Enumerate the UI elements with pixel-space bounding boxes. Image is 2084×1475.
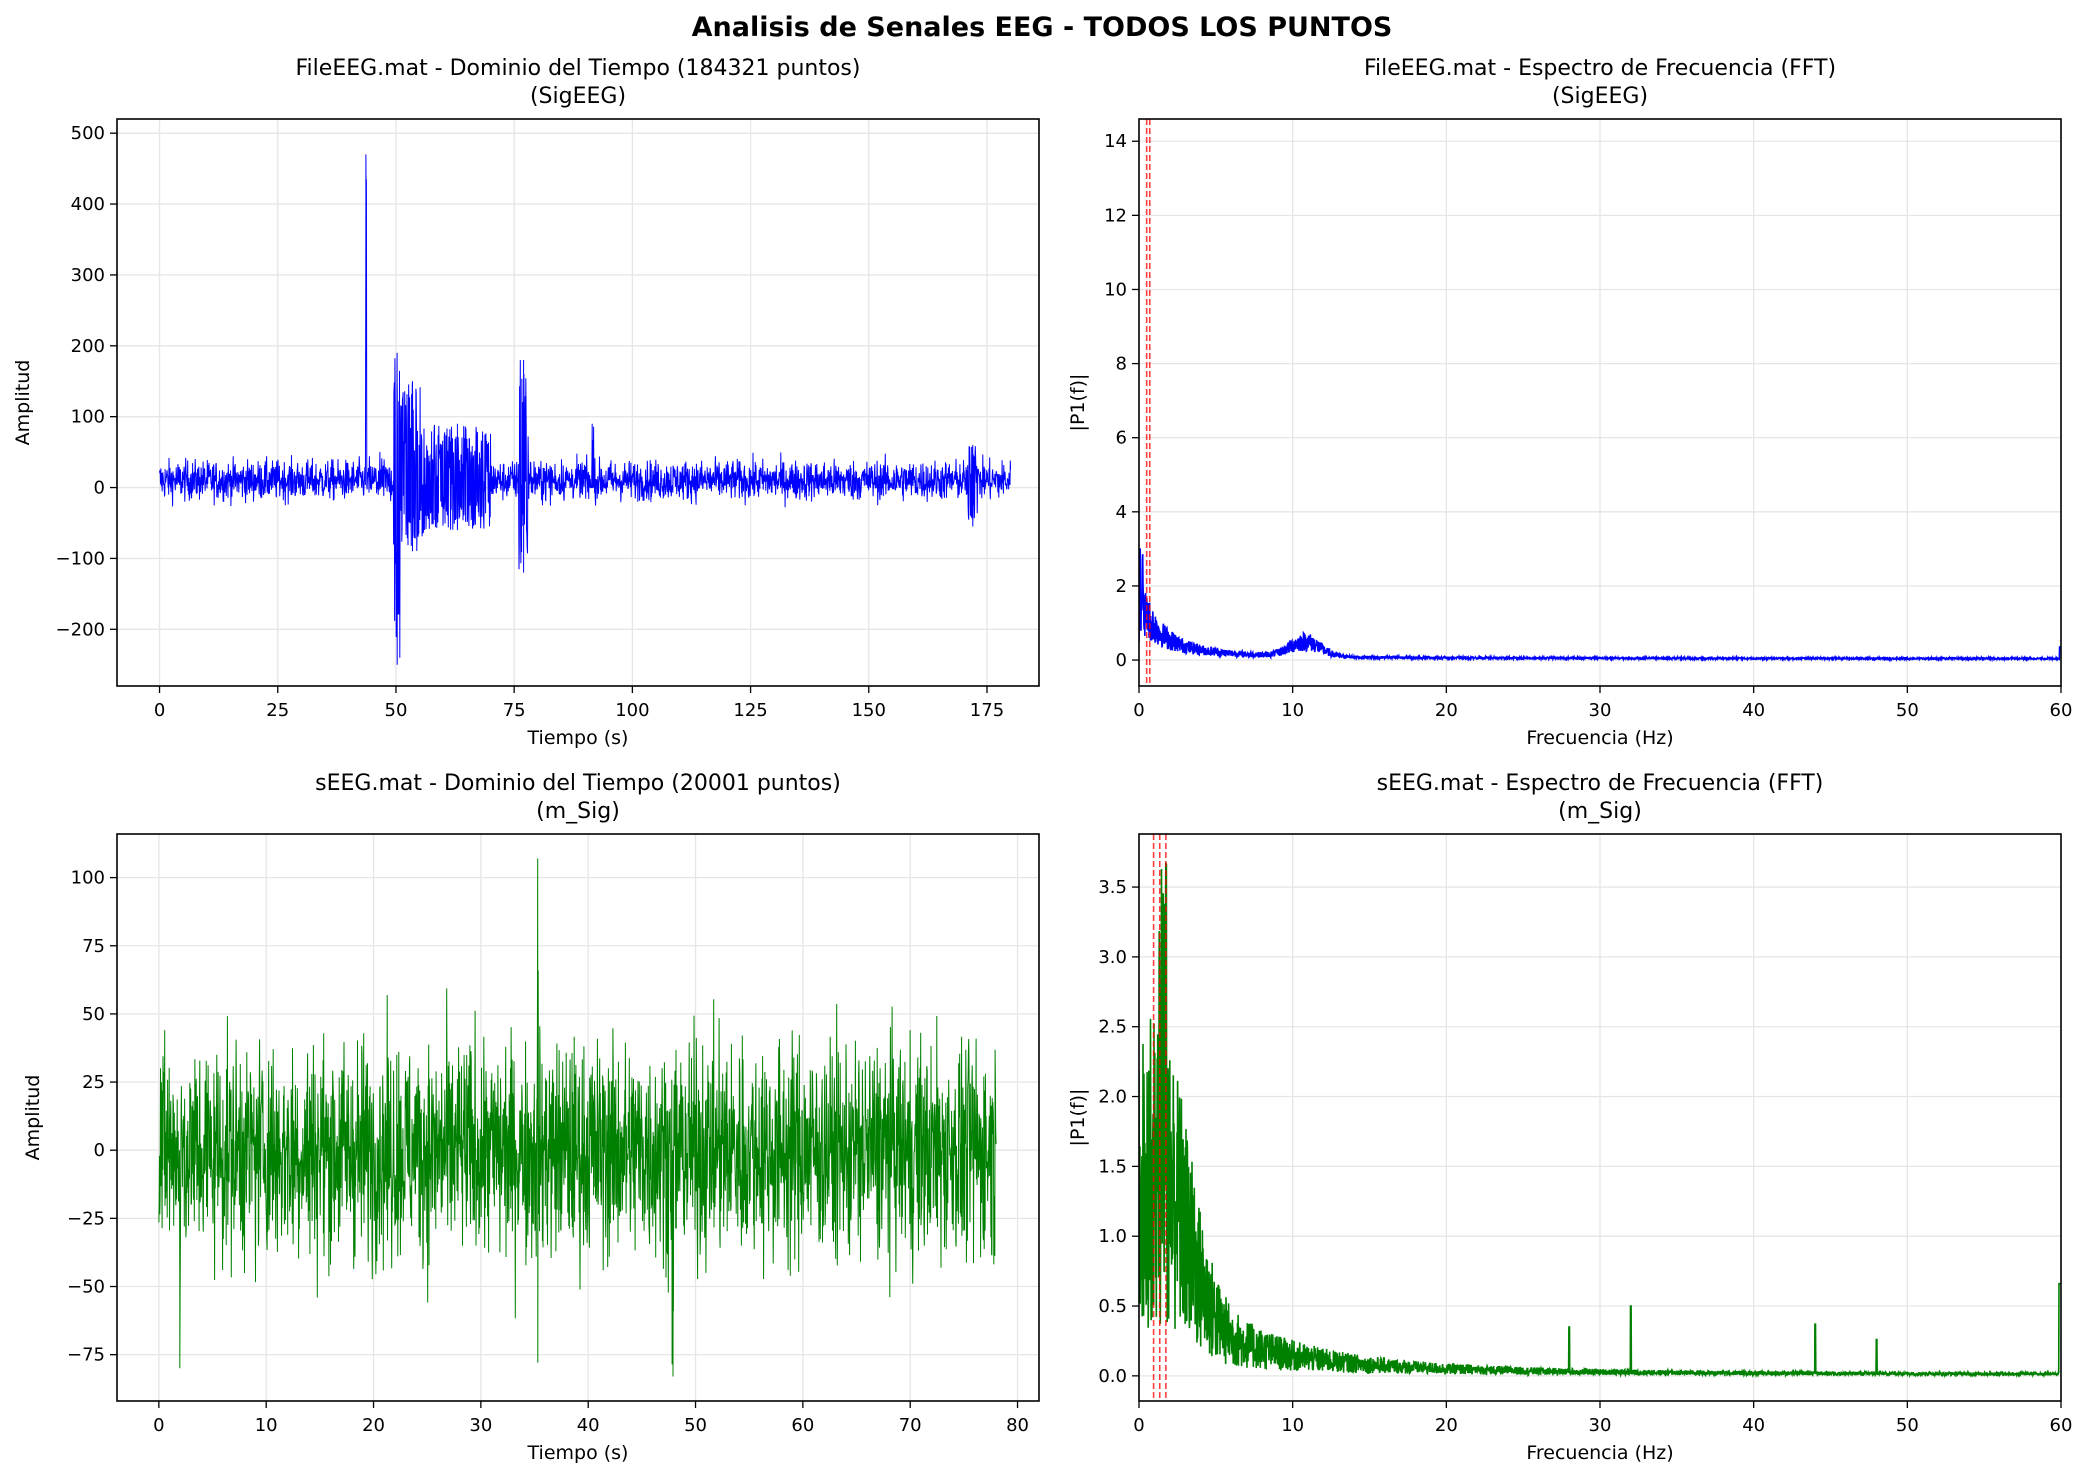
x-tick-label: 30 bbox=[1589, 1415, 1612, 1436]
series-line bbox=[1139, 862, 2061, 1379]
chart-title: sEEG.mat - Espectro de Frecuencia (FFT) bbox=[1377, 771, 1824, 796]
y-tick-label: 12 bbox=[1104, 205, 1127, 226]
y-tick-label: 400 bbox=[71, 194, 105, 215]
x-tick-label: 100 bbox=[615, 700, 649, 721]
y-tick-label: 2 bbox=[1116, 576, 1127, 597]
chart-subtitle: (m_Sig) bbox=[536, 799, 620, 824]
y-tick-label: 14 bbox=[1104, 131, 1127, 152]
chart-panel-p1: 0 25 50 75 100 125 150 175 −200 −100 0 100 200 300 400… bbox=[12, 56, 1040, 749]
y-tick-label: 25 bbox=[82, 1072, 105, 1093]
x-axis-label: Frecuencia (Hz) bbox=[1526, 727, 1673, 749]
y-tick-label: 50 bbox=[82, 1004, 105, 1025]
x-tick-label: 0 bbox=[1133, 700, 1144, 721]
x-tick-label: 10 bbox=[1281, 1415, 1304, 1436]
x-tick-label: 30 bbox=[1589, 700, 1612, 721]
grid bbox=[117, 119, 1039, 686]
x-tick-label: 40 bbox=[1742, 1415, 1765, 1436]
x-tick-label: 60 bbox=[2050, 1415, 2073, 1436]
x-tick-label: 75 bbox=[503, 700, 526, 721]
chart-title: FileEEG.mat - Espectro de Frecuencia (FF… bbox=[1364, 56, 1836, 81]
y-tick-label: 6 bbox=[1116, 428, 1127, 449]
x-tick-label: 50 bbox=[1896, 700, 1919, 721]
y-tick-label: 0 bbox=[94, 478, 105, 499]
series-line-group bbox=[1139, 834, 2061, 1401]
x-axis-label: Frecuencia (Hz) bbox=[1526, 1442, 1673, 1464]
y-tick-label: 0 bbox=[1116, 650, 1127, 671]
x-tick-label: 25 bbox=[266, 700, 289, 721]
series-line bbox=[159, 154, 1012, 665]
x-tick-label: 0 bbox=[1133, 1415, 1144, 1436]
y-tick-label: 2.5 bbox=[1098, 1017, 1127, 1038]
chart-title: FileEEG.mat - Dominio del Tiempo (184321… bbox=[296, 56, 861, 81]
x-tick-label: 20 bbox=[1435, 1415, 1458, 1436]
y-tick-label: 1.5 bbox=[1098, 1156, 1127, 1177]
y-tick-label: 0.0 bbox=[1098, 1366, 1127, 1387]
x-tick-label: 60 bbox=[2050, 700, 2073, 721]
x-tick-label: 80 bbox=[1006, 1415, 1029, 1436]
y-axis-label: |P1(f)| bbox=[1067, 1089, 1089, 1147]
x-tick-label: 0 bbox=[154, 700, 165, 721]
y-tick-label: −200 bbox=[56, 619, 105, 640]
y-tick-label: 500 bbox=[71, 123, 105, 144]
y-tick-label: 100 bbox=[71, 407, 105, 428]
y-tick-label: 0.5 bbox=[1098, 1296, 1127, 1317]
x-tick-label: 125 bbox=[733, 700, 767, 721]
y-axis-label: Amplitud bbox=[12, 360, 34, 446]
y-tick-label: 100 bbox=[71, 868, 105, 889]
y-tick-label: 1.0 bbox=[1098, 1226, 1127, 1247]
x-tick-label: 0 bbox=[153, 1415, 164, 1436]
x-tick-label: 40 bbox=[577, 1415, 600, 1436]
y-axis-label: Amplitud bbox=[22, 1075, 44, 1161]
y-tick-label: 8 bbox=[1116, 354, 1127, 375]
chart-panel-p4: 0 10 20 30 40 50 60 0.0 0.5 1.0 1.5 2.0 2.5 3.0 3.5 sEE… bbox=[1067, 771, 2072, 1464]
chart-panel-p3: 0 10 20 30 40 50 60 70 80 −75 −50 −25 0 25 50 75 100 sEEG… bbox=[22, 771, 1040, 1464]
series-line bbox=[158, 858, 997, 1377]
chart-subtitle: (SigEEG) bbox=[530, 84, 626, 109]
y-tick-label: 3.0 bbox=[1098, 947, 1127, 968]
y-tick-label: −75 bbox=[67, 1345, 105, 1366]
y-tick-label: 4 bbox=[1116, 502, 1127, 523]
grid bbox=[1138, 834, 2062, 1401]
figure-suptitle: Analisis de Senales EEG - TODOS LOS PUNT… bbox=[692, 12, 1393, 43]
series-line-group bbox=[1139, 119, 2061, 686]
series-line bbox=[1139, 548, 2061, 663]
chart-panel-p2: 0 10 20 30 40 50 60 0 2 4 6 8 10 12 14 FileEEG.mat - Es… bbox=[1067, 56, 2072, 749]
chart-title: sEEG.mat - Dominio del Tiempo (20001 pun… bbox=[315, 771, 841, 796]
axes-frame bbox=[116, 118, 1040, 687]
y-tick-label: 2.0 bbox=[1098, 1087, 1127, 1108]
y-tick-label: −25 bbox=[67, 1208, 105, 1229]
y-axis-label: |P1(f)| bbox=[1067, 374, 1089, 432]
x-tick-label: 40 bbox=[1742, 700, 1765, 721]
axes-frame bbox=[116, 833, 1040, 1402]
grid bbox=[1138, 119, 2062, 686]
x-tick-label: 60 bbox=[791, 1415, 814, 1436]
x-tick-label: 70 bbox=[899, 1415, 922, 1436]
y-tick-label: 75 bbox=[82, 936, 105, 957]
x-tick-label: 50 bbox=[385, 700, 408, 721]
y-tick-label: 200 bbox=[71, 336, 105, 357]
x-axis-label: Tiempo (s) bbox=[527, 727, 629, 749]
x-tick-label: 175 bbox=[970, 700, 1004, 721]
x-tick-label: 10 bbox=[255, 1415, 278, 1436]
y-tick-label: 0 bbox=[94, 1140, 105, 1161]
x-tick-label: 30 bbox=[469, 1415, 492, 1436]
y-tick-label: 10 bbox=[1104, 279, 1127, 300]
series-line-group bbox=[159, 154, 1012, 665]
x-axis-label: Tiempo (s) bbox=[527, 1442, 629, 1464]
chart-subtitle: (m_Sig) bbox=[1558, 799, 1642, 824]
series-line-group bbox=[158, 858, 997, 1377]
x-tick-label: 150 bbox=[852, 700, 886, 721]
x-tick-label: 20 bbox=[362, 1415, 385, 1436]
y-tick-label: 3.5 bbox=[1098, 877, 1127, 898]
panels: 0 25 50 75 100 125 150 175−200−1000100200300400… bbox=[12, 56, 2072, 1464]
x-tick-label: 10 bbox=[1281, 700, 1304, 721]
y-tick-label: 300 bbox=[71, 265, 105, 286]
y-tick-label: −50 bbox=[67, 1277, 105, 1298]
chart-subtitle: (SigEEG) bbox=[1552, 84, 1648, 109]
x-tick-label: 50 bbox=[1896, 1415, 1919, 1436]
x-tick-label: 50 bbox=[684, 1415, 707, 1436]
x-tick-label: 20 bbox=[1435, 700, 1458, 721]
y-tick-label: −100 bbox=[56, 548, 105, 569]
